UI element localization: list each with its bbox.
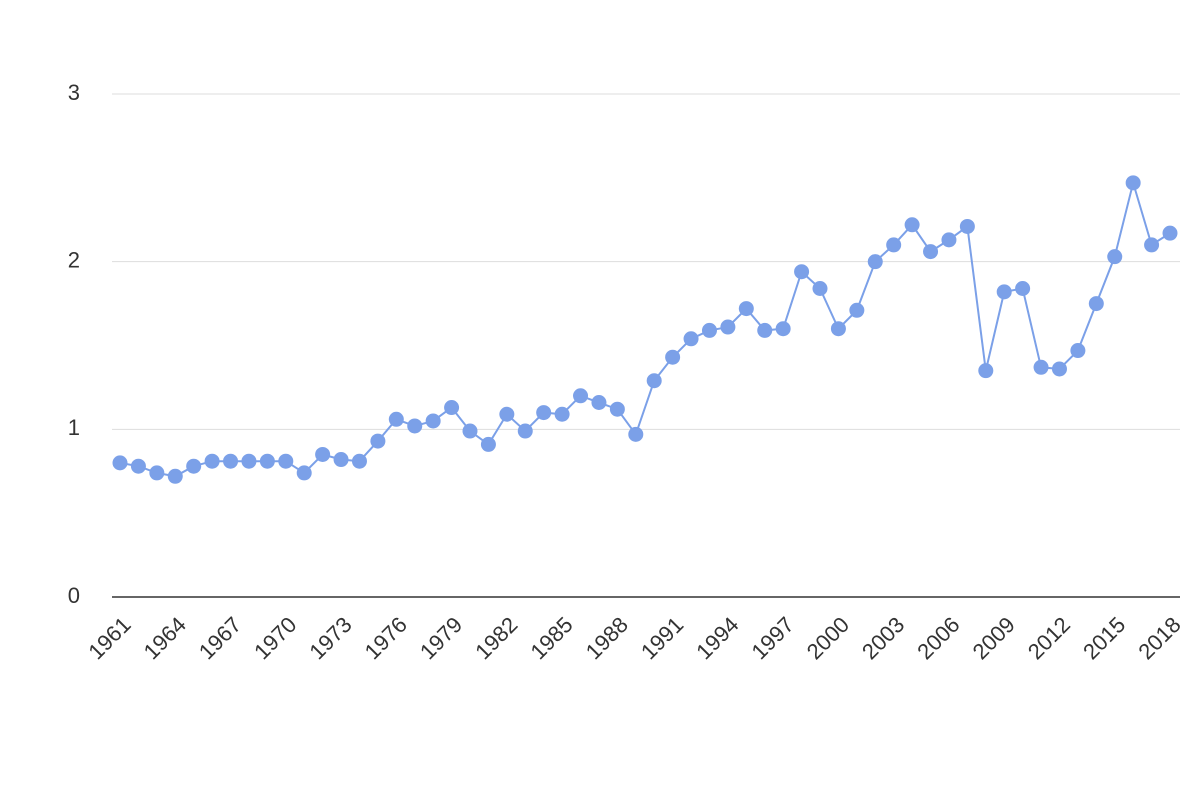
point <box>1088 296 1104 312</box>
point <box>701 322 717 338</box>
point <box>259 453 275 469</box>
x-tick-label: 2000 <box>802 612 854 664</box>
x-tick-label: 1985 <box>525 612 577 664</box>
x-tick-label: 2006 <box>912 612 964 664</box>
point <box>1144 237 1160 253</box>
x-tick-label: 1976 <box>360 612 412 664</box>
x-tick-label: 1961 <box>83 612 135 664</box>
y-tick-label: 3 <box>68 80 80 105</box>
point <box>204 453 220 469</box>
point <box>849 302 865 318</box>
point <box>591 395 607 411</box>
point <box>1107 249 1123 265</box>
point <box>315 446 331 462</box>
x-tick-label: 2015 <box>1078 612 1130 664</box>
point <box>536 405 552 421</box>
point <box>775 321 791 337</box>
x-tick-label: 2012 <box>1023 612 1075 664</box>
x-tick-label: 1991 <box>636 612 688 664</box>
point <box>665 349 681 365</box>
point <box>333 452 349 468</box>
point <box>351 453 367 469</box>
point <box>241 453 257 469</box>
point <box>886 237 902 253</box>
point <box>738 301 754 317</box>
point <box>186 458 202 474</box>
point <box>941 232 957 248</box>
point <box>167 468 183 484</box>
point <box>573 388 589 404</box>
point <box>830 321 846 337</box>
point <box>223 453 239 469</box>
y-tick-label: 2 <box>68 247 80 272</box>
point <box>683 331 699 347</box>
x-tick-label: 1973 <box>304 612 356 664</box>
point <box>904 217 920 233</box>
point <box>407 418 423 434</box>
point <box>554 406 570 422</box>
x-tick-label: 2003 <box>857 612 909 664</box>
point <box>370 433 386 449</box>
point <box>388 411 404 427</box>
point <box>1015 280 1031 296</box>
point <box>462 423 478 439</box>
y-tick-label: 0 <box>68 583 80 608</box>
x-tick-label: 1994 <box>691 612 743 664</box>
x-tick-label: 1982 <box>470 612 522 664</box>
point <box>628 426 644 442</box>
point <box>978 363 994 379</box>
point <box>923 244 939 260</box>
point <box>609 401 625 417</box>
point <box>112 455 128 471</box>
point <box>480 436 496 452</box>
x-tick-label: 1967 <box>194 612 246 664</box>
point <box>1070 343 1086 359</box>
point <box>757 322 773 338</box>
point <box>720 319 736 335</box>
point <box>996 284 1012 300</box>
point <box>1033 359 1049 375</box>
point <box>867 254 883 270</box>
x-tick-label: 2018 <box>1133 612 1185 664</box>
point <box>444 400 460 416</box>
point <box>425 413 441 429</box>
point <box>646 373 662 389</box>
y-tick-label: 1 <box>68 415 80 440</box>
x-tick-label: 2009 <box>968 612 1020 664</box>
point <box>794 264 810 280</box>
point <box>296 465 312 481</box>
x-tick-label: 1988 <box>581 612 633 664</box>
x-tick-label: 1997 <box>747 612 799 664</box>
x-tick-label: 1970 <box>249 612 301 664</box>
point <box>130 458 146 474</box>
point <box>812 280 828 296</box>
point <box>1125 175 1141 191</box>
point <box>499 406 515 422</box>
point <box>278 453 294 469</box>
point <box>517 423 533 439</box>
point <box>1051 361 1067 377</box>
x-tick-label: 1964 <box>139 612 191 664</box>
point <box>149 465 165 481</box>
x-tick-label: 1979 <box>415 612 467 664</box>
point <box>1162 225 1178 241</box>
point <box>959 218 975 234</box>
line <box>119 179 1171 478</box>
